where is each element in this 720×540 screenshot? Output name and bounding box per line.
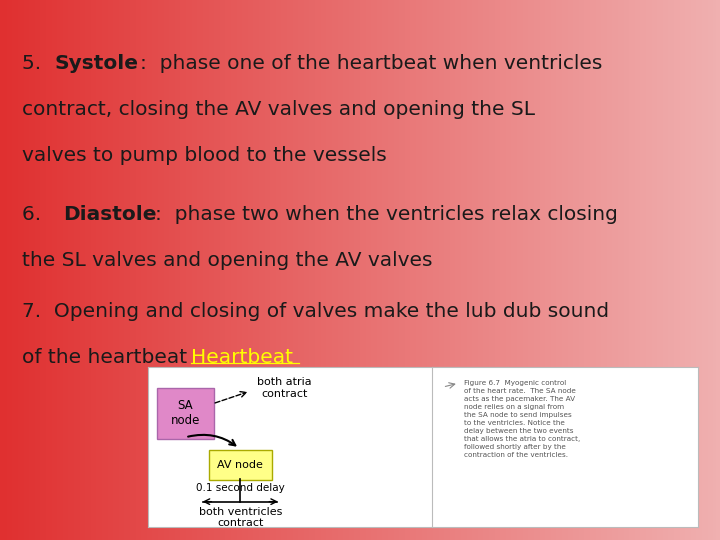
- Text: 7.  Opening and closing of valves make the lub dub sound: 7. Opening and closing of valves make th…: [22, 302, 608, 321]
- Text: valves to pump blood to the vessels: valves to pump blood to the vessels: [22, 146, 387, 165]
- Text: Diastole: Diastole: [63, 205, 157, 224]
- FancyBboxPatch shape: [157, 388, 215, 439]
- Text: Systole: Systole: [54, 54, 138, 73]
- Text: :  phase one of the heartbeat when ventricles: : phase one of the heartbeat when ventri…: [140, 54, 603, 73]
- Text: of the heartbeat: of the heartbeat: [22, 348, 199, 367]
- Text: both ventricles
contract: both ventricles contract: [199, 507, 282, 528]
- Text: the SL valves and opening the AV valves: the SL valves and opening the AV valves: [22, 251, 432, 270]
- Text: AV node: AV node: [217, 460, 264, 470]
- Text: Figure 6.7  Myogenic control
of the heart rate.  The SA node
acts as the pacemak: Figure 6.7 Myogenic control of the heart…: [464, 380, 580, 458]
- Text: 5.: 5.: [22, 54, 47, 73]
- Text: Heartbeat: Heartbeat: [191, 348, 293, 367]
- Text: :  phase two when the ventricles relax closing: : phase two when the ventricles relax cl…: [155, 205, 618, 224]
- Text: 0.1 second delay: 0.1 second delay: [196, 483, 284, 494]
- Text: contract, closing the AV valves and opening the SL: contract, closing the AV valves and open…: [22, 100, 534, 119]
- Text: SA
node: SA node: [171, 400, 200, 427]
- FancyBboxPatch shape: [209, 450, 272, 480]
- Text: both atria
contract: both atria contract: [257, 377, 312, 399]
- Text: 6.: 6.: [22, 205, 53, 224]
